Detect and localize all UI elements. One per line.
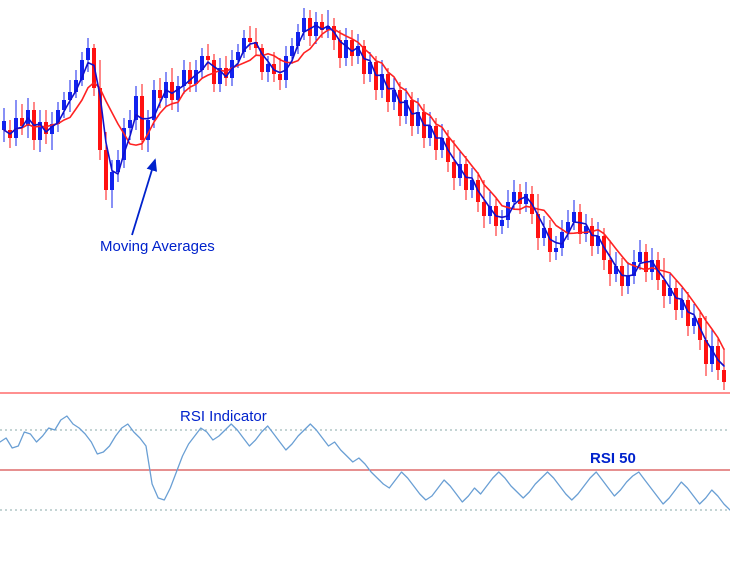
moving-averages-label: Moving Averages — [100, 238, 215, 255]
chart-container: Moving Averages RSI Indicator RSI 50 — [0, 0, 730, 565]
rsi-50-label: RSI 50 — [590, 450, 636, 467]
chart-svg — [0, 0, 730, 565]
rsi-indicator-label: RSI Indicator — [180, 408, 267, 425]
